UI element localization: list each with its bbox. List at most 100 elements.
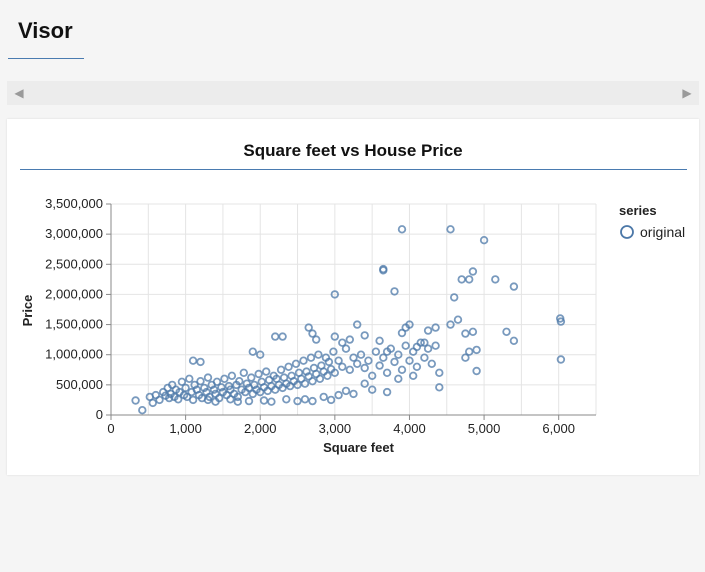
x-tick-label: 3,000 xyxy=(319,421,352,436)
data-point xyxy=(457,275,466,284)
data-point xyxy=(556,355,566,364)
data-point xyxy=(502,327,511,336)
data-point xyxy=(420,338,429,347)
data-point xyxy=(196,377,205,386)
data-point xyxy=(155,395,164,405)
data-point xyxy=(293,396,302,406)
data-point xyxy=(306,353,316,362)
data-point xyxy=(330,290,339,299)
data-point xyxy=(509,336,519,345)
data-point xyxy=(491,275,500,284)
data-point xyxy=(220,374,229,383)
data-point xyxy=(276,365,286,374)
data-point xyxy=(394,374,403,383)
data-point xyxy=(468,327,478,336)
data-point xyxy=(324,357,334,367)
data-point xyxy=(233,397,242,406)
data-point xyxy=(212,377,222,386)
y-tick-label: 3,000,000 xyxy=(45,226,103,241)
title-underline xyxy=(8,58,84,59)
data-point xyxy=(345,365,354,374)
data-point xyxy=(196,357,205,367)
data-point xyxy=(247,373,256,382)
data-point xyxy=(360,379,369,388)
y-tick-label: 1,500,000 xyxy=(45,317,103,332)
data-point xyxy=(293,380,302,390)
x-tick-label: 2,000 xyxy=(244,421,277,436)
data-point xyxy=(450,293,459,302)
data-point xyxy=(271,332,280,341)
data-point xyxy=(420,353,429,362)
data-point xyxy=(291,359,301,368)
data-point xyxy=(248,347,257,356)
data-point xyxy=(461,329,470,338)
data-point xyxy=(314,350,323,359)
data-point xyxy=(360,363,369,373)
data-point xyxy=(203,395,213,405)
x-tick-label: 6,000 xyxy=(542,421,575,436)
data-point xyxy=(472,366,481,376)
data-point xyxy=(364,356,373,365)
data-point xyxy=(423,344,433,353)
data-point xyxy=(330,332,339,341)
data-point xyxy=(390,287,399,296)
legend-label: original xyxy=(640,224,685,240)
data-point xyxy=(379,264,388,274)
data-point xyxy=(329,347,338,356)
x-axis-title: Square feet xyxy=(323,440,394,455)
tab-bar: ◀ ▶ xyxy=(7,81,699,105)
data-point xyxy=(382,387,392,397)
data-point xyxy=(308,396,317,406)
data-point xyxy=(472,345,481,355)
data-point xyxy=(349,389,358,399)
x-tick-label: 0 xyxy=(107,421,114,436)
data-point xyxy=(446,225,455,234)
data-point xyxy=(353,359,362,368)
data-point xyxy=(353,320,362,329)
data-point xyxy=(244,396,254,406)
data-point xyxy=(431,341,440,350)
data-point xyxy=(382,368,392,377)
y-tick-label: 500,000 xyxy=(56,377,103,392)
data-point xyxy=(375,361,384,370)
data-point xyxy=(435,368,444,377)
data-point xyxy=(308,377,317,386)
data-point xyxy=(338,338,347,347)
data-point xyxy=(242,379,251,388)
app-title: Visor xyxy=(18,18,73,43)
data-point xyxy=(375,336,384,345)
data-point xyxy=(304,323,313,332)
chevron-right-icon[interactable]: ▶ xyxy=(682,86,692,100)
data-point xyxy=(209,385,219,394)
data-point xyxy=(397,328,407,338)
chevron-left-icon[interactable]: ◀ xyxy=(14,86,24,100)
data-point xyxy=(239,368,248,377)
data-point xyxy=(200,383,209,393)
x-tick-label: 5,000 xyxy=(468,421,501,436)
data-point xyxy=(278,332,287,341)
data-point xyxy=(509,282,519,291)
scatter-chart: 0 1,000 2,000 3,000 4,000 5,000 6,000 0 500,000 1… xyxy=(20,196,685,455)
y-axis-title: Price xyxy=(20,295,35,327)
data-point xyxy=(405,356,414,365)
data-point xyxy=(185,374,194,383)
data-point xyxy=(188,395,198,405)
data-point xyxy=(435,383,444,392)
data-point xyxy=(188,356,198,365)
y-tick-label: 1,000,000 xyxy=(45,347,103,362)
data-point xyxy=(427,359,436,368)
data-point xyxy=(319,392,328,402)
data-point xyxy=(382,347,392,356)
data-point xyxy=(326,395,336,405)
data-point xyxy=(341,344,351,353)
data-point xyxy=(255,350,265,359)
data-point xyxy=(397,225,407,234)
data-point xyxy=(148,398,157,408)
data-point xyxy=(323,371,332,380)
data-point xyxy=(226,395,235,404)
data-point xyxy=(138,406,147,415)
data-point xyxy=(479,235,489,245)
y-tick-label: 2,000,000 xyxy=(45,286,103,301)
data-point xyxy=(368,385,377,394)
data-point xyxy=(338,362,347,371)
